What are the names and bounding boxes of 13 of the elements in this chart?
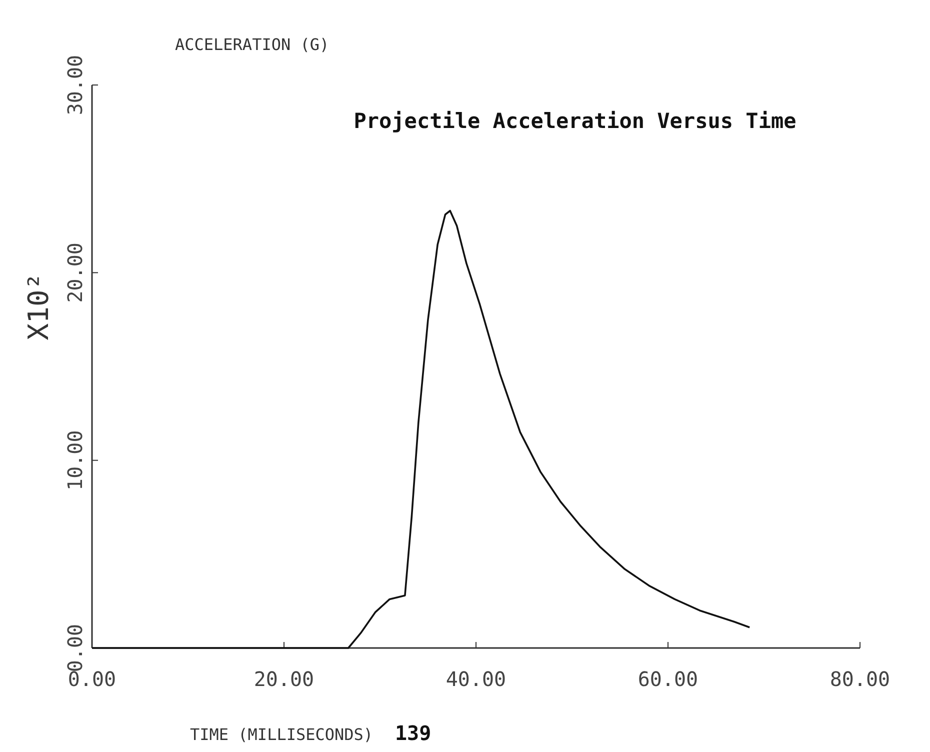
line-series bbox=[91, 210, 750, 649]
x-axis-title: TIME (MILLISECONDS) bbox=[190, 725, 374, 744]
y-tick-label: 10.00 bbox=[63, 430, 87, 490]
x-tick-label: 60.00 bbox=[638, 667, 698, 691]
y-tick-label: 30.00 bbox=[63, 54, 87, 116]
y-axis-title: ACCELERATION (G) bbox=[175, 35, 330, 54]
x-tick-label: 80.00 bbox=[830, 667, 890, 691]
x-tick-label: 40.00 bbox=[446, 667, 506, 691]
text: 139 bbox=[395, 721, 432, 745]
x-tick-label: 20.00 bbox=[254, 667, 314, 691]
y-tick-label: 20.00 bbox=[63, 242, 87, 303]
text: Projectile Acceleration Versus Time bbox=[354, 109, 796, 133]
text: X10² bbox=[22, 272, 55, 340]
